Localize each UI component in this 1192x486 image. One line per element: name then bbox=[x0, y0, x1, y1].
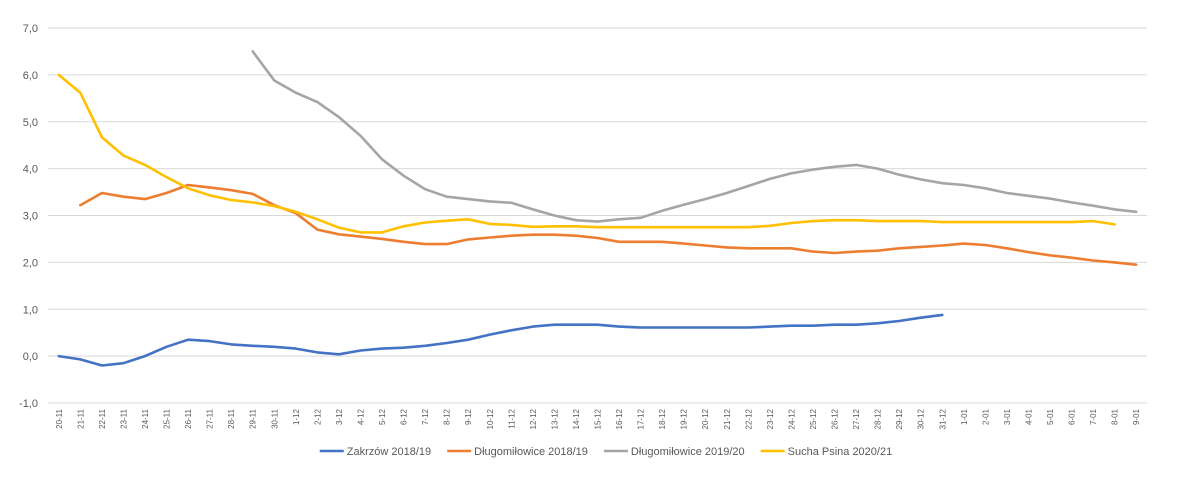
y-axis-ticks: -1,0 0,0 1,0 2,0 3,0 4,0 5,0 6,0 7,0 bbox=[19, 23, 38, 410]
y-tick-label: 4,0 bbox=[23, 164, 38, 176]
x-tick-label: 2-12 bbox=[313, 408, 322, 425]
y-tick-label: 2,0 bbox=[23, 257, 38, 269]
x-tick-label: 25-11 bbox=[163, 408, 172, 428]
y-tick-label: 1,0 bbox=[23, 304, 38, 316]
series-line-1 bbox=[57, 313, 944, 367]
legend-item: Zakrzów 2018/19 bbox=[319, 446, 431, 458]
x-axis-ticks: 20-11 21-11 22-11 23-11 24-11 25-11 26-11 27-11… bbox=[55, 408, 1141, 429]
x-tick-label: 5-01 bbox=[1046, 408, 1055, 425]
legend-label: Długomiłowice 2018/19 bbox=[474, 446, 588, 458]
x-tick-label: 29-11 bbox=[249, 408, 258, 428]
x-tick-label: 30-11 bbox=[270, 408, 279, 428]
x-tick-label: 23-12 bbox=[766, 408, 775, 429]
series-line-4 bbox=[57, 73, 1116, 234]
x-tick-label: 29-12 bbox=[895, 408, 904, 429]
series-lines bbox=[57, 50, 1138, 367]
gridlines bbox=[48, 27, 1147, 404]
x-tick-label: 10-12 bbox=[486, 408, 495, 429]
x-tick-label: 1-12 bbox=[292, 408, 301, 425]
y-tick-label: 0,0 bbox=[23, 351, 38, 363]
x-tick-label: 18-12 bbox=[658, 408, 667, 429]
x-tick-label: 6-12 bbox=[400, 408, 409, 425]
x-tick-label: 21-11 bbox=[76, 408, 85, 428]
x-tick-label: 25-12 bbox=[809, 408, 818, 429]
x-tick-label: 31-12 bbox=[938, 408, 947, 429]
x-tick-label: 27-11 bbox=[206, 408, 215, 428]
legend-label: Sucha Psina 2020/21 bbox=[788, 446, 893, 458]
x-tick-label: 1-01 bbox=[960, 408, 969, 425]
x-tick-label: 24-12 bbox=[787, 408, 796, 429]
x-tick-label: 19-12 bbox=[680, 408, 689, 429]
legend-label: Długomiłowice 2019/20 bbox=[631, 446, 745, 458]
legend-label: Zakrzów 2018/19 bbox=[347, 446, 431, 458]
x-tick-label: 28-11 bbox=[227, 408, 236, 428]
series-line-3 bbox=[251, 50, 1138, 223]
x-tick-label: 20-12 bbox=[701, 408, 710, 429]
y-tick-label: 3,0 bbox=[23, 211, 38, 223]
x-tick-label: 28-12 bbox=[874, 408, 883, 429]
x-tick-label: 8-01 bbox=[1111, 408, 1120, 425]
legend-item: Długomiłowice 2019/20 bbox=[603, 446, 745, 458]
y-tick-label: 6,0 bbox=[23, 70, 38, 82]
x-tick-label: 6-01 bbox=[1068, 408, 1077, 425]
x-tick-label: 15-12 bbox=[594, 408, 603, 429]
x-tick-label: 13-12 bbox=[550, 408, 559, 429]
x-tick-label: 3-12 bbox=[335, 408, 344, 425]
x-tick-label: 14-12 bbox=[572, 408, 581, 429]
x-tick-label: 16-12 bbox=[615, 408, 624, 429]
x-tick-label: 5-12 bbox=[378, 408, 387, 425]
series-line-2 bbox=[79, 183, 1138, 266]
x-tick-label: 9-01 bbox=[1132, 408, 1141, 425]
x-tick-label: 2-01 bbox=[981, 408, 990, 425]
x-tick-label: 11-12 bbox=[507, 408, 516, 428]
y-tick-label: -1,0 bbox=[19, 398, 38, 410]
x-tick-label: 7-01 bbox=[1089, 408, 1098, 425]
x-tick-label: 22-12 bbox=[744, 408, 753, 429]
x-tick-label: 24-11 bbox=[141, 408, 150, 428]
x-tick-label: 26-12 bbox=[831, 408, 840, 429]
x-tick-label: 8-12 bbox=[443, 408, 452, 425]
x-tick-label: 30-12 bbox=[917, 408, 926, 429]
x-tick-label: 22-11 bbox=[98, 408, 107, 428]
x-tick-label: 20-11 bbox=[55, 408, 64, 428]
x-tick-label: 7-12 bbox=[421, 408, 430, 425]
x-tick-label: 3-01 bbox=[1003, 408, 1012, 425]
legend-item: Długomiłowice 2018/19 bbox=[447, 446, 588, 458]
x-tick-label: 17-12 bbox=[637, 408, 646, 429]
x-tick-label: 4-01 bbox=[1024, 408, 1033, 425]
x-tick-label: 12-12 bbox=[529, 408, 538, 429]
x-tick-label: 27-12 bbox=[852, 408, 861, 429]
y-tick-label: 7,0 bbox=[23, 23, 38, 35]
legend: Zakrzów 2018/19 Długomiłowice 2018/19 Dług… bbox=[319, 446, 893, 458]
x-tick-label: 26-11 bbox=[184, 408, 193, 428]
x-tick-label: 23-11 bbox=[119, 408, 128, 428]
x-tick-label: 21-12 bbox=[723, 408, 732, 429]
y-tick-label: 5,0 bbox=[23, 117, 38, 129]
legend-item: Sucha Psina 2020/21 bbox=[760, 446, 893, 458]
x-tick-label: 4-12 bbox=[356, 408, 365, 425]
x-tick-label: 9-12 bbox=[464, 408, 473, 425]
